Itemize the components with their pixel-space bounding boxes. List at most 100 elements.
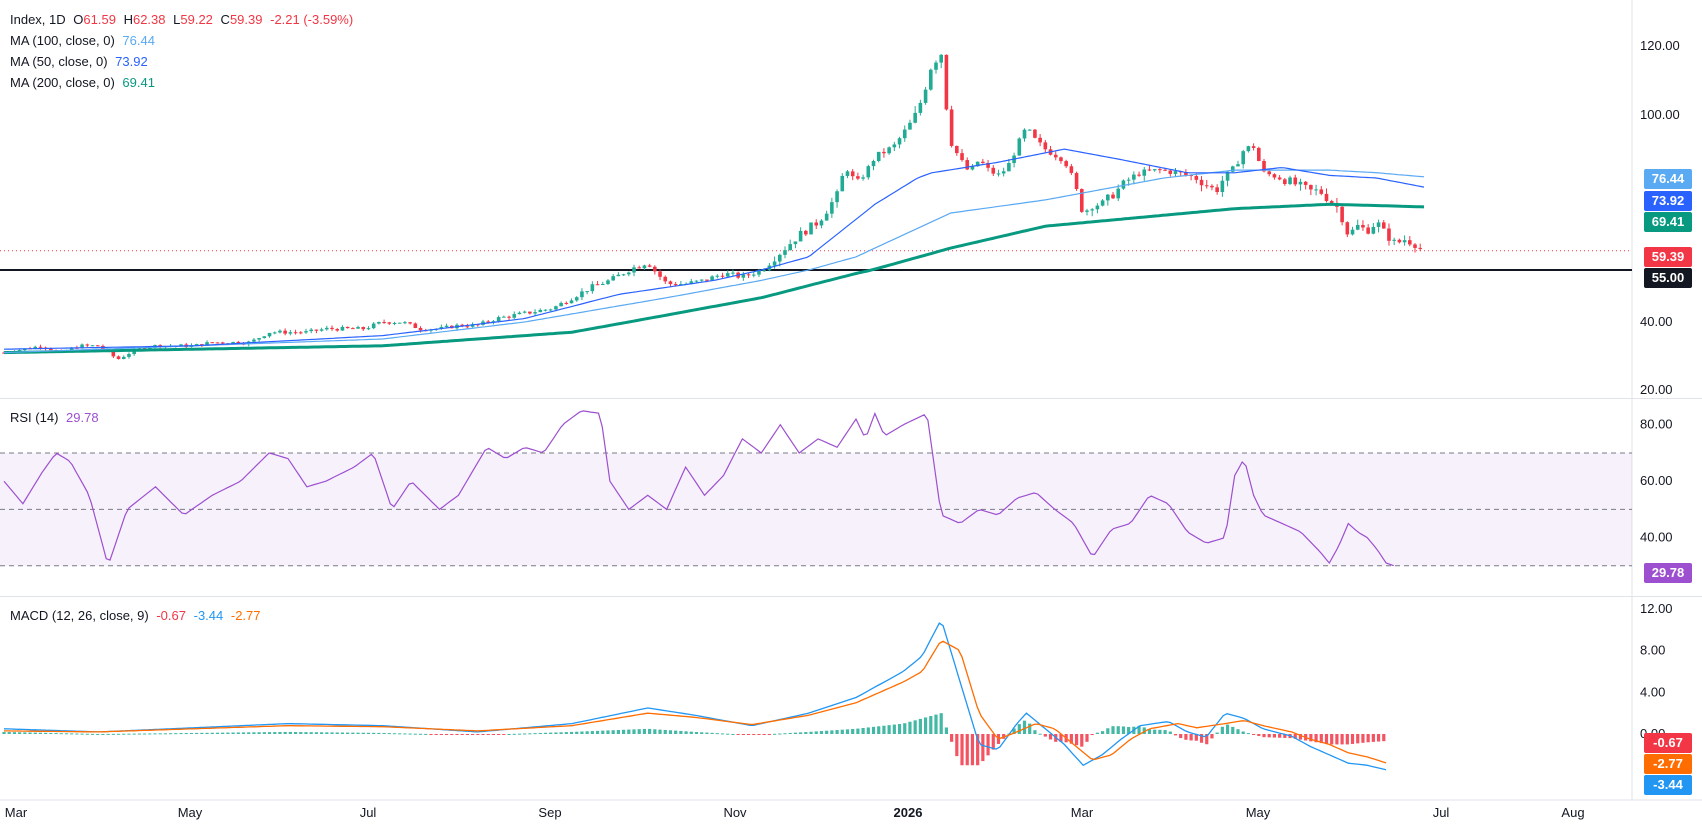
macd-histogram-bar: [267, 732, 272, 734]
low-label: L59.22: [173, 12, 213, 27]
macd-histogram-bar: [1246, 733, 1250, 735]
macd-histogram-bar: [903, 723, 907, 734]
macd-histogram-bar: [278, 732, 282, 734]
macd-histogram-bar: [387, 733, 391, 735]
macd-histogram-bar: [210, 732, 214, 734]
macd-histogram-bar: [1376, 734, 1381, 742]
macd-histogram-bar: [1158, 729, 1162, 734]
macd-label: MACD (12, 26, close, 9): [10, 608, 149, 623]
candle-body: [220, 342, 225, 344]
close-label: C59.39: [220, 12, 263, 27]
candle-body: [1038, 137, 1042, 143]
macd-histogram-bar: [955, 734, 959, 757]
candle-body: [1090, 209, 1094, 211]
candle-body: [814, 222, 819, 226]
candle-body: [569, 300, 574, 304]
candle-body: [512, 314, 517, 318]
candle-body: [580, 291, 584, 298]
macd-histogram-bar: [1262, 734, 1266, 738]
macd-hist-value: -0.67: [156, 608, 186, 623]
macd-histogram-bar: [877, 726, 881, 734]
candle-body: [496, 317, 501, 322]
macd-histogram-bar: [840, 729, 844, 734]
macd-histogram-bar: [819, 731, 824, 734]
macd-histogram-bar: [497, 734, 501, 735]
rsi-axis-label: 60.00: [1640, 473, 1673, 488]
macd-histogram-bar: [142, 733, 147, 735]
macd-histogram-bar: [866, 727, 870, 734]
candle-body: [1152, 169, 1157, 171]
candle-body: [304, 331, 308, 333]
macd-histogram-bar: [575, 731, 579, 734]
macd-signal-tag: -2.77: [1644, 754, 1692, 774]
candle-body: [856, 176, 860, 179]
candle-body: [663, 276, 668, 282]
candle-body: [1059, 157, 1063, 162]
candle-body: [387, 322, 392, 324]
candle-body: [845, 171, 850, 176]
macd-line-tag: -3.44: [1644, 775, 1692, 795]
macd-histogram-bar: [356, 732, 360, 734]
candle-body: [642, 265, 647, 269]
macd-histogram-bar: [1116, 726, 1120, 734]
candle-body: [876, 151, 881, 162]
macd-histogram-bar: [595, 730, 600, 734]
time-axis-label: Nov: [723, 805, 747, 820]
time-axis-label: May: [1246, 805, 1271, 820]
candle-body: [543, 309, 548, 311]
pane-divider[interactable]: [0, 596, 1702, 597]
symbol-label[interactable]: Index, 1D: [10, 12, 66, 27]
open-label: O61.59: [73, 12, 116, 27]
candle-body: [1132, 174, 1136, 180]
macd-histogram-bar: [1074, 734, 1079, 746]
rsi-legend[interactable]: RSI (14) 29.78: [10, 408, 103, 427]
candle-body: [330, 327, 334, 330]
candle-body: [986, 162, 990, 168]
ma50-legend[interactable]: MA (50, close, 0) 73.92: [10, 52, 152, 71]
candle-body: [335, 329, 340, 331]
macd-histogram-bar: [835, 730, 839, 734]
candle-body: [439, 326, 444, 329]
candle-body: [699, 279, 704, 281]
ma200-label: MA (200, close, 0): [10, 75, 115, 90]
ma100-legend[interactable]: MA (100, close, 0) 76.44: [10, 31, 159, 50]
candle-body: [741, 274, 746, 278]
candle-body: [746, 274, 751, 276]
candle-body: [1246, 146, 1251, 152]
macd-histogram-bar: [96, 733, 100, 735]
candle-body: [1413, 244, 1417, 248]
macd-histogram-bar: [158, 733, 162, 735]
macd-histogram-bar: [413, 733, 417, 735]
macd-histogram-bar: [715, 733, 719, 735]
candle-body: [1361, 224, 1365, 228]
macd-histogram-bar: [788, 732, 792, 734]
ma200-legend[interactable]: MA (200, close, 0) 69.41: [10, 73, 159, 92]
macd-histogram-bar: [1267, 734, 1271, 738]
macd-line-value: -3.44: [193, 608, 224, 623]
macd-histogram-bar: [179, 733, 183, 735]
macd-histogram-bar: [694, 731, 699, 734]
candle-body: [278, 330, 282, 333]
macd-histogram-bar: [1059, 734, 1063, 742]
candle-body: [949, 109, 954, 146]
candle-body: [762, 270, 766, 272]
candle-body: [444, 325, 449, 327]
price-axis-label: 120.00: [1640, 38, 1680, 53]
candle-body: [1392, 239, 1396, 241]
candle-body: [1387, 228, 1391, 241]
candle-body: [970, 166, 975, 170]
macd-histogram-bar: [111, 733, 115, 735]
macd-histogram-bar: [892, 724, 896, 734]
macd-histogram-bar: [293, 732, 298, 734]
macd-histogram-bar: [1293, 734, 1297, 739]
pane-divider[interactable]: [0, 398, 1702, 399]
candle-body: [757, 270, 761, 275]
candle-body: [298, 332, 303, 334]
macd-histogram-bar: [746, 734, 751, 735]
candle-body: [1257, 147, 1261, 162]
macd-histogram-bar: [1022, 720, 1027, 734]
candle-body: [653, 266, 657, 272]
macd-legend[interactable]: MACD (12, 26, close, 9) -0.67 -3.44 -2.7…: [10, 606, 265, 625]
